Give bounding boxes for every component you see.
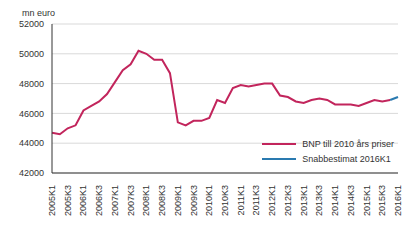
svg-text:2005K3: 2005K3 [63, 185, 73, 216]
html-text:mn euro: mn euro [22, 8, 55, 18]
svg-text:2009K1: 2009K1 [173, 185, 183, 216]
svg-text:2014K1: 2014K1 [330, 185, 340, 216]
svg-text:46000: 46000 [19, 109, 44, 119]
svg-text:2005K1: 2005K1 [47, 185, 57, 216]
svg-text:2014K3: 2014K3 [346, 185, 356, 216]
svg-text:2009K3: 2009K3 [189, 185, 199, 216]
svg-text:2008K3: 2008K3 [157, 185, 167, 216]
svg-text:52000: 52000 [19, 19, 44, 29]
svg-text:2011K1: 2011K1 [236, 185, 246, 215]
svg-text:2011K3: 2011K3 [251, 185, 261, 215]
svg-text:2007K3: 2007K3 [126, 185, 136, 216]
svg-text:2012K1: 2012K1 [267, 185, 277, 216]
svg-text:50000: 50000 [19, 49, 44, 59]
svg-text:2015K1: 2015K1 [362, 185, 372, 216]
svg-text:2012K3: 2012K3 [283, 185, 293, 216]
svg-text:44000: 44000 [19, 138, 44, 148]
svg-text:2006K1: 2006K1 [78, 185, 88, 216]
svg-text:2010K1: 2010K1 [204, 185, 214, 216]
html-text:Snabbestimat 2016K1: Snabbestimat 2016K1 [302, 153, 391, 164]
svg-text:2006K3: 2006K3 [94, 185, 104, 216]
svg-text:2010K3: 2010K3 [220, 185, 230, 216]
svg-text:42000: 42000 [19, 168, 44, 178]
svg-text:48000: 48000 [19, 79, 44, 89]
svg-text:2008K1: 2008K1 [141, 185, 151, 216]
svg-text:2016K1: 2016K1 [393, 185, 403, 216]
svg-text:2007K1: 2007K1 [110, 185, 120, 216]
svg-text:2013K1: 2013K1 [299, 185, 309, 216]
svg-text:2013K3: 2013K3 [314, 185, 324, 216]
svg-text:2015K3: 2015K3 [377, 185, 387, 216]
html-text:BNP till 2010 års priser: BNP till 2010 års priser [302, 138, 394, 149]
